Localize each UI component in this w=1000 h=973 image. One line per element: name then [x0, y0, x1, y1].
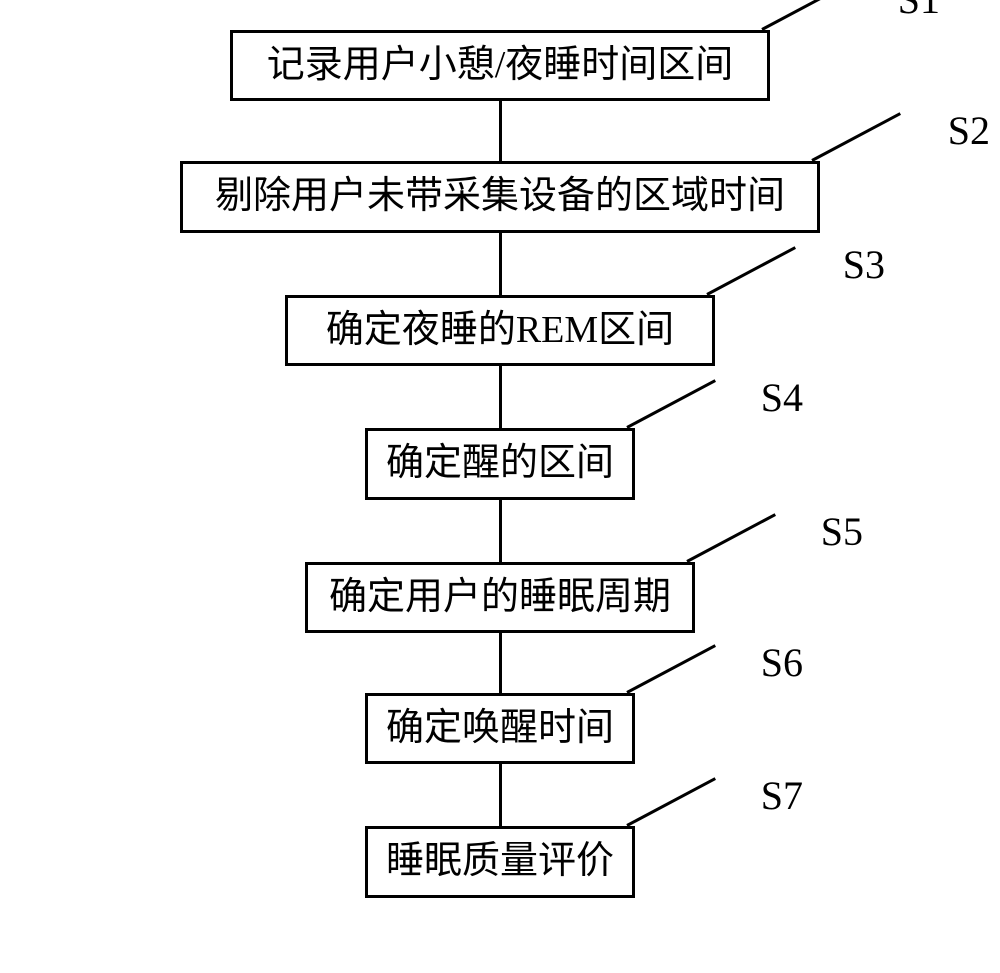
step-label-line-s3 — [706, 246, 796, 296]
step-label-line-s4 — [626, 379, 716, 429]
step-label-s6: S6 — [761, 643, 803, 683]
step-label-s3: S3 — [843, 245, 885, 285]
step-box-s1: 记录用户小憩/夜睡时间区间 — [230, 30, 770, 101]
step-label-line-s2 — [811, 113, 901, 163]
connector-s3-s4 — [499, 366, 502, 428]
connector-s4-s5 — [499, 500, 502, 562]
connector-s5-s6 — [499, 633, 502, 693]
step-box-s6: 确定唤醒时间 — [365, 693, 635, 764]
step-box-s3: 确定夜睡的REM区间 — [285, 295, 715, 366]
step-row-s3: 确定夜睡的REM区间S3 — [285, 295, 715, 366]
step-label-s5: S5 — [821, 512, 863, 552]
step-row-s2: 剔除用户未带采集设备的区域时间S2 — [180, 161, 820, 232]
step-row-s6: 确定唤醒时间S6 — [365, 693, 635, 764]
step-label-s1: S1 — [898, 0, 940, 20]
step-box-s4: 确定醒的区间 — [365, 428, 635, 499]
step-row-s5: 确定用户的睡眠周期S5 — [305, 562, 695, 633]
step-label-line-s6 — [626, 644, 716, 694]
step-label-s7: S7 — [761, 776, 803, 816]
step-label-line-s7 — [626, 778, 716, 828]
step-label-line-s5 — [686, 513, 776, 563]
step-label-s4: S4 — [761, 378, 803, 418]
step-row-s4: 确定醒的区间S4 — [365, 428, 635, 499]
connector-s1-s2 — [499, 101, 502, 161]
step-row-s1: 记录用户小憩/夜睡时间区间S1 — [230, 30, 770, 101]
step-row-s7: 睡眠质量评价S7 — [365, 826, 635, 897]
step-box-s5: 确定用户的睡眠周期 — [305, 562, 695, 633]
step-label-line-s1 — [761, 0, 851, 31]
flowchart-container: 记录用户小憩/夜睡时间区间S1 剔除用户未带采集设备的区域时间S2 确定夜睡的REM… — [180, 30, 820, 898]
step-box-s7: 睡眠质量评价 — [365, 826, 635, 897]
connector-s2-s3 — [499, 233, 502, 295]
step-label-s2: S2 — [948, 111, 990, 151]
step-box-s2: 剔除用户未带采集设备的区域时间 — [180, 161, 820, 232]
connector-s6-s7 — [499, 764, 502, 826]
